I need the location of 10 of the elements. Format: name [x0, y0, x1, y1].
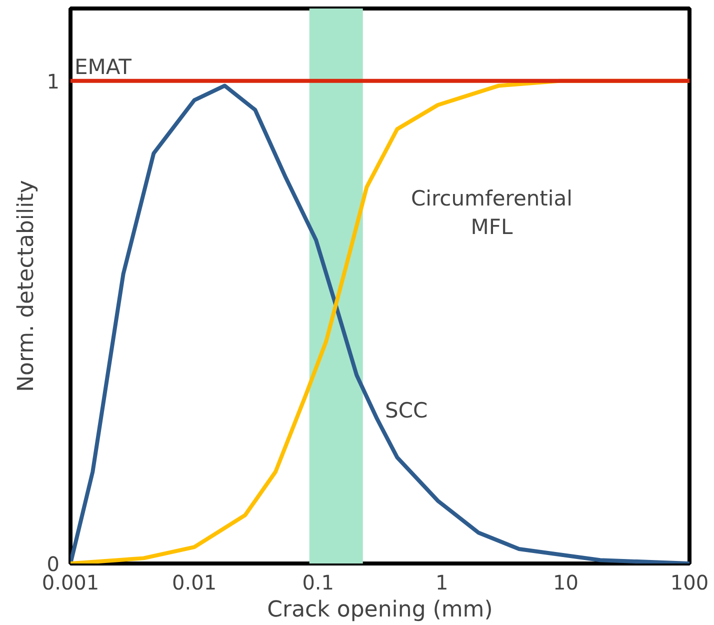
x-tick-label: 10	[552, 570, 578, 594]
x-tick-label: 0.1	[302, 570, 334, 594]
y-axis-title: Norm. detectability	[14, 180, 39, 392]
x-tick-label: 0.01	[172, 570, 217, 594]
series-label: Circumferential MFL	[410, 186, 572, 240]
series-label: SCC	[384, 398, 428, 423]
x-axis-title: Crack opening (mm)	[267, 598, 493, 622]
series-label: EMAT	[74, 54, 132, 79]
x-tick-label: 100	[670, 570, 709, 594]
x-tick-label: 1	[436, 570, 448, 594]
